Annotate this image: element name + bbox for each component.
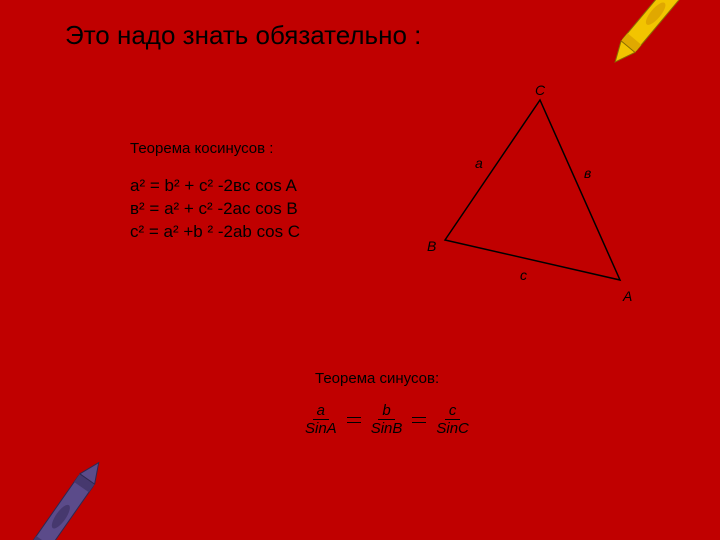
sine-frac-1: a SinA — [305, 403, 337, 436]
sine-frac-2-den: SinB — [371, 420, 403, 436]
equals-icon — [347, 415, 361, 425]
triangle-side-b: в — [584, 165, 591, 181]
sine-frac-1-den: SinA — [305, 420, 337, 436]
cosine-theorem-formulas: a² = b² + c² -2вc cos A в² = a² + c² -2a… — [130, 175, 300, 244]
cosine-formula-3: c² = a² +b ² -2ab cos C — [130, 221, 300, 244]
crayon-yellow-icon — [590, 0, 710, 102]
sine-frac-3: c SinC — [436, 403, 469, 436]
sine-frac-3-num: c — [445, 403, 461, 420]
sine-theorem-header: Теорема синусов: — [315, 370, 439, 387]
triangle-vertex-B: B — [427, 238, 436, 254]
equals-icon — [412, 415, 426, 425]
triangle-vertex-C: C — [535, 82, 545, 98]
crayon-purple-icon — [12, 420, 132, 540]
cosine-formula-2: в² = a² + c² -2ac cos B — [130, 198, 300, 221]
sine-theorem-formula: a SinA b SinB c SinC — [305, 403, 469, 436]
slide-title: Это надо знать обязательно : — [65, 20, 421, 51]
cosine-formula-1: a² = b² + c² -2вc cos A — [130, 175, 300, 198]
sine-frac-1-num: a — [313, 403, 329, 420]
triangle-diagram: C B A a в c — [420, 90, 650, 305]
sine-frac-3-den: SinC — [436, 420, 469, 436]
sine-frac-2-num: b — [378, 403, 394, 420]
triangle-side-a: a — [475, 155, 483, 171]
triangle-vertex-A: A — [623, 288, 632, 304]
sine-frac-2: b SinB — [371, 403, 403, 436]
triangle-side-c: c — [520, 267, 527, 283]
cosine-theorem-header: Теорема косинусов : — [130, 140, 273, 157]
